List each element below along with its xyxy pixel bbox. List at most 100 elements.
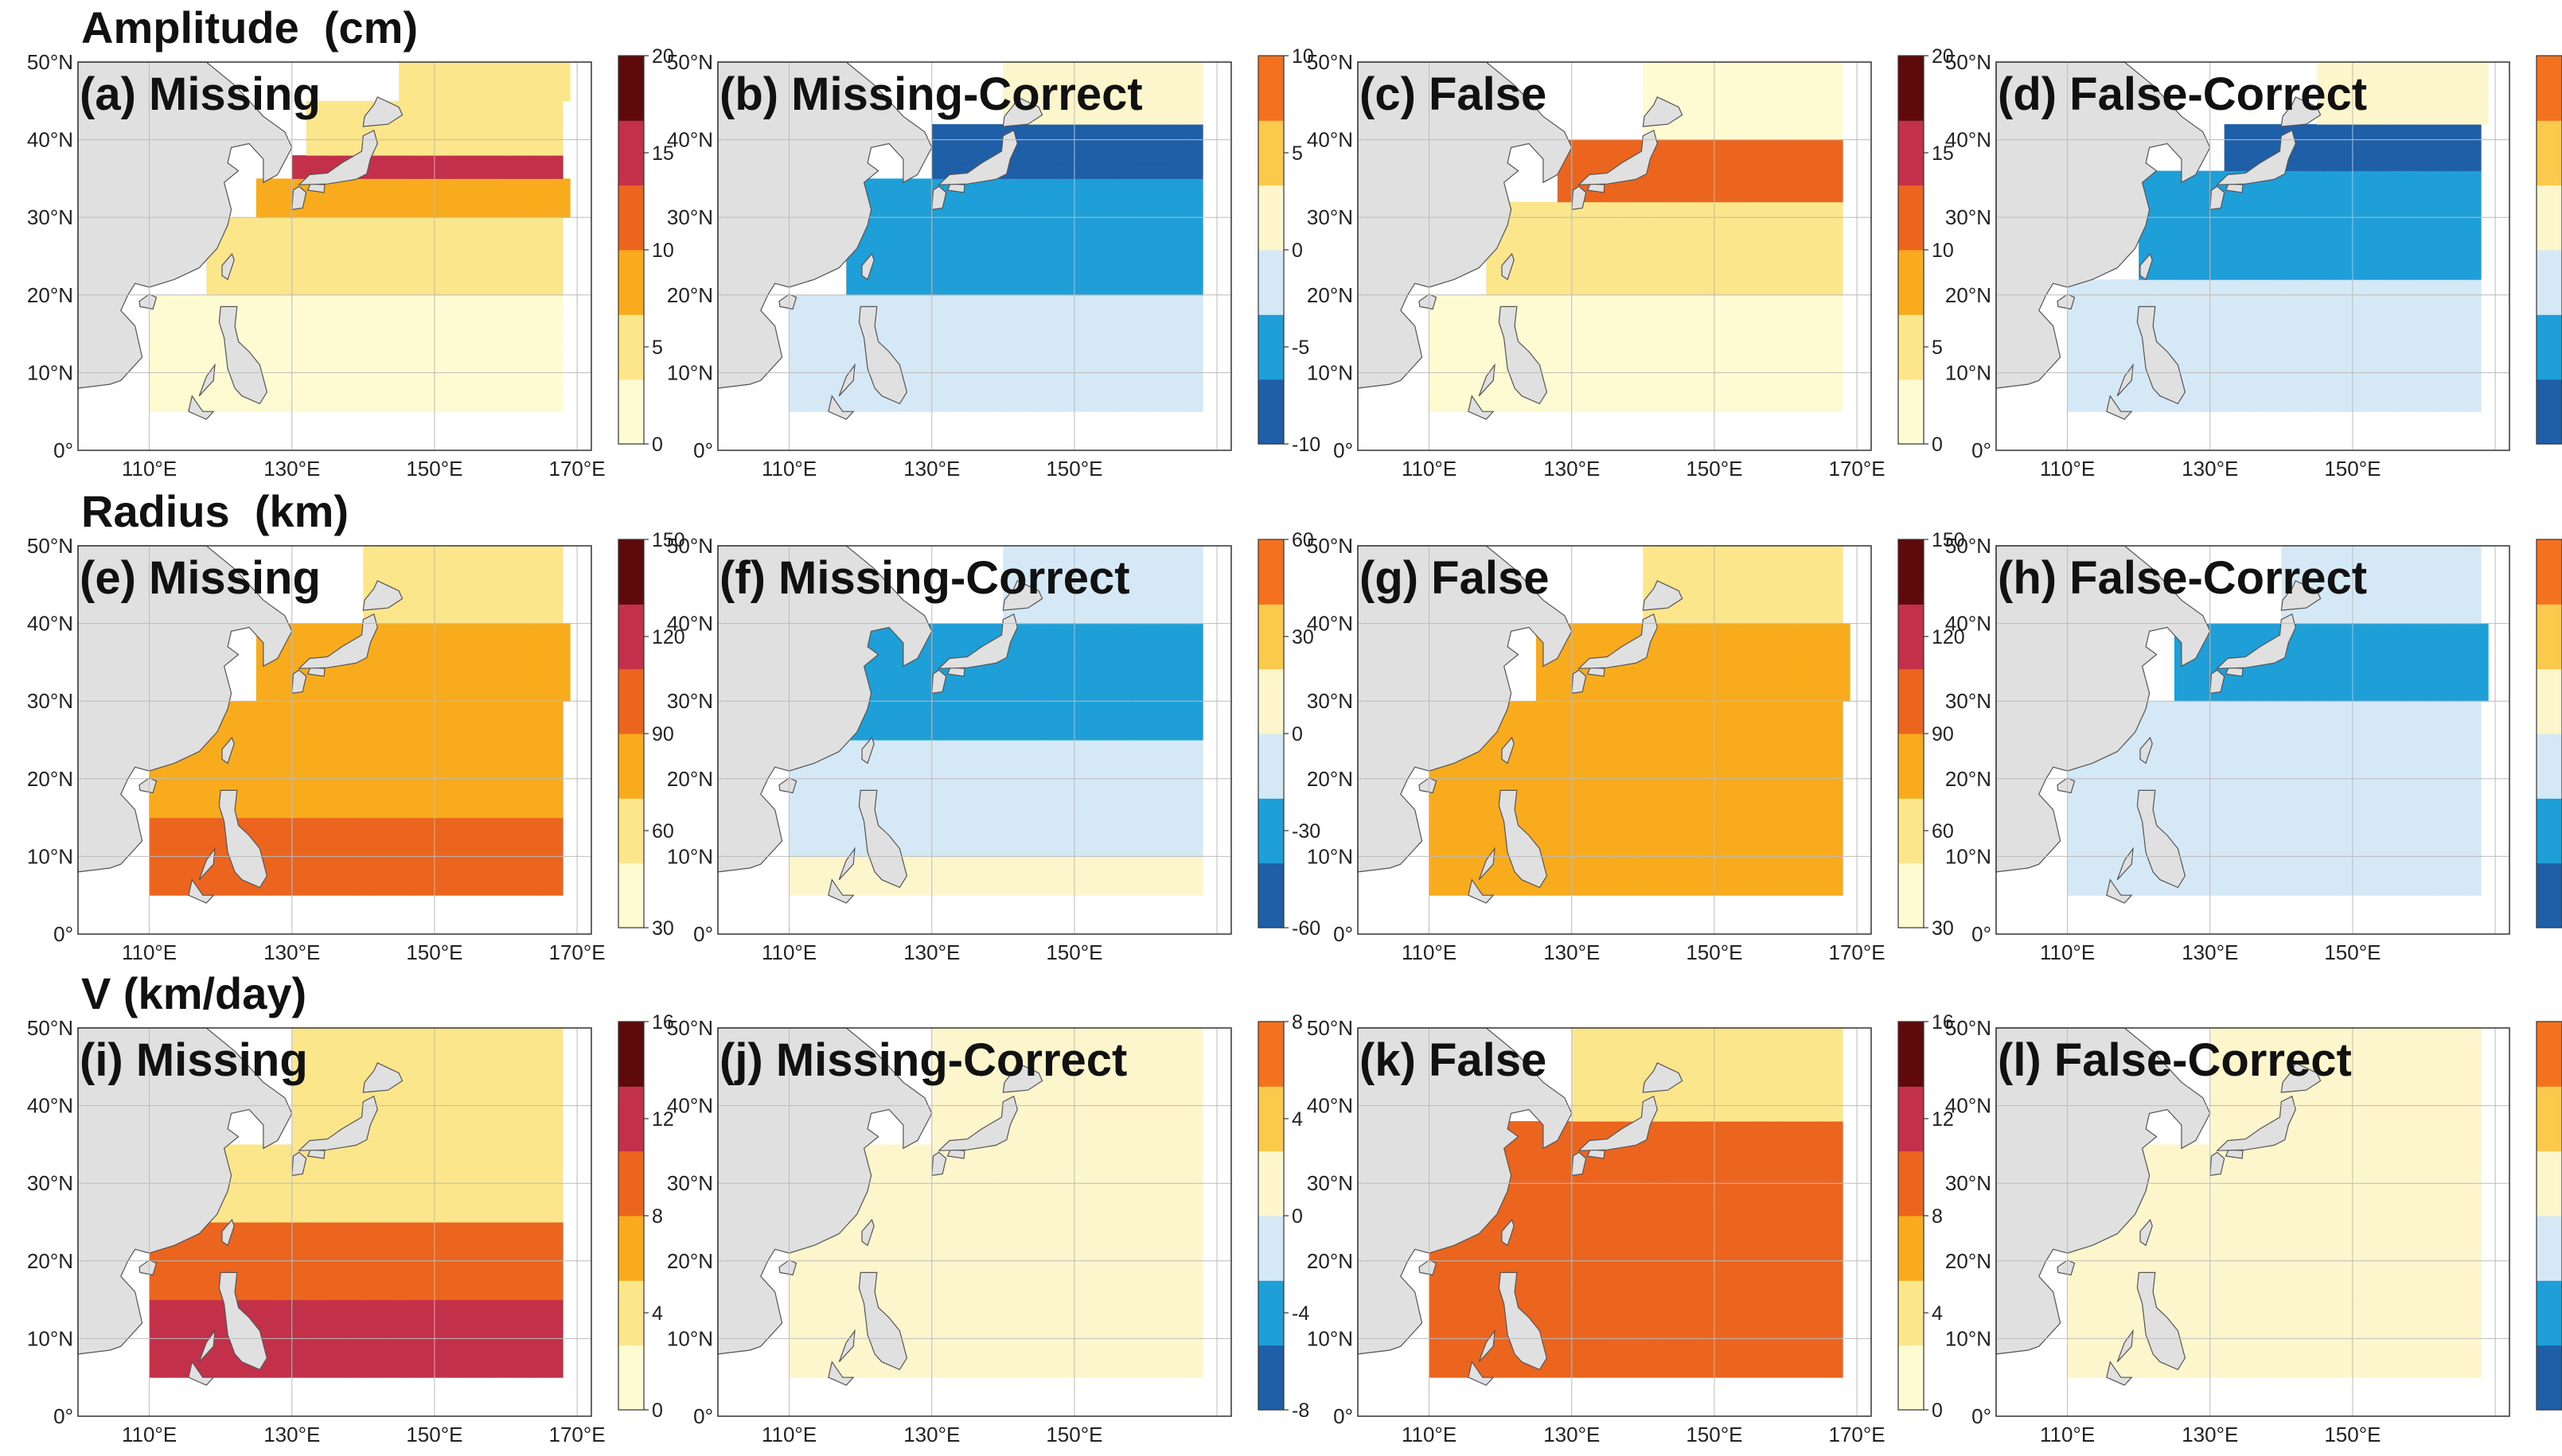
heatmap-cell <box>1571 740 1587 757</box>
heatmap-cell <box>534 1222 549 1239</box>
heatmap-cell <box>177 1346 193 1363</box>
heatmap-cell <box>1686 592 1701 609</box>
heatmap-cell <box>1693 639 1708 656</box>
heatmap-cell <box>931 856 947 865</box>
heatmap-cell <box>1017 62 1032 79</box>
heatmap-cell <box>363 817 378 834</box>
heatmap-cell <box>2424 740 2439 757</box>
heatmap-cell <box>420 1299 435 1316</box>
heatmap-cell <box>2224 139 2240 156</box>
heatmap-cell <box>455 670 471 687</box>
heatmap-cell <box>1046 809 1061 826</box>
heatmap-cell <box>875 631 890 648</box>
heatmap-cell <box>946 747 961 764</box>
heatmap-cell <box>392 879 407 896</box>
heatmap-cell <box>946 380 961 397</box>
heatmap-cell <box>974 623 989 632</box>
heatmap-cell <box>455 685 471 702</box>
heatmap-cell <box>334 232 349 249</box>
heatmap-cell <box>527 685 542 702</box>
heatmap-cell <box>2238 139 2253 156</box>
heatmap-cell <box>2431 685 2446 702</box>
heatmap-cell <box>1174 124 1189 133</box>
heatmap-cell <box>462 100 478 110</box>
heatmap-cell <box>462 302 478 319</box>
heatmap-cell <box>1771 755 1786 772</box>
row-title-radius: Radius (km) <box>81 486 349 536</box>
heatmap-cell <box>1607 670 1622 687</box>
colorbar-segment <box>618 185 644 251</box>
lon-tick-label: 110°E <box>2040 940 2095 964</box>
heatmap-cell <box>1771 879 1786 896</box>
heatmap-cell <box>1828 701 1843 710</box>
heatmap-cell <box>1757 864 1772 881</box>
land-d <box>1995 61 2322 420</box>
heatmap-cell <box>860 724 875 741</box>
heatmap-cell <box>1557 201 1573 218</box>
heatmap-cell <box>903 248 918 265</box>
heatmap-cell <box>2238 248 2253 265</box>
heatmap-cell <box>2310 708 2325 725</box>
heatmap-cell <box>946 724 961 741</box>
heatmap-cell <box>370 639 385 656</box>
heatmap-cell <box>1714 186 1729 203</box>
heatmap-cell <box>1542 817 1558 834</box>
heatmap-cell <box>534 349 549 366</box>
heatmap-cell <box>2195 333 2211 350</box>
heatmap-cell <box>349 1237 364 1254</box>
heatmap-cell <box>1017 740 1032 749</box>
heatmap-cell <box>1145 147 1160 164</box>
heatmap-cell <box>349 1206 364 1223</box>
heatmap-cell <box>548 155 563 164</box>
heatmap-cell <box>334 395 349 412</box>
heatmap-cell <box>235 263 250 280</box>
heatmap-cell <box>917 763 933 780</box>
heatmap-cell <box>235 232 250 249</box>
heatmap-cell <box>1174 763 1189 780</box>
heatmap-cell <box>2153 232 2168 249</box>
heatmap-cell <box>513 639 528 656</box>
heatmap-cell <box>1145 380 1160 397</box>
colorbar-segment <box>1258 250 1284 315</box>
heatmap-cell <box>392 755 407 772</box>
heatmap-cell <box>477 217 493 234</box>
heatmap-cell <box>1700 380 1715 397</box>
heatmap-cell <box>277 1346 293 1363</box>
heatmap-cell <box>334 1206 349 1223</box>
heatmap-cell <box>2224 395 2240 412</box>
heatmap-cell <box>1060 248 1075 265</box>
heatmap-cell <box>1828 395 1843 412</box>
heatmap-cell <box>406 879 421 896</box>
heatmap-cell <box>1800 263 1815 280</box>
heatmap-cell <box>1131 546 1146 563</box>
heatmap-cell <box>235 248 250 265</box>
heatmap-cell <box>1771 701 1786 710</box>
heatmap-cell <box>548 786 563 803</box>
heatmap-cell <box>177 294 193 304</box>
heatmap-cell <box>1600 786 1615 803</box>
heatmap-cell <box>434 279 450 296</box>
heatmap-cell <box>803 879 818 896</box>
heatmap-cell <box>548 561 563 578</box>
heatmap-cell <box>306 1361 322 1378</box>
heatmap-cell <box>206 802 221 819</box>
heatmap-cell <box>2395 349 2411 366</box>
heatmap-cell <box>1714 724 1729 741</box>
heatmap-cell <box>1500 879 1515 896</box>
heatmap-cell <box>1145 186 1160 203</box>
heatmap-cell <box>2303 639 2318 656</box>
heatmap-cell <box>2352 833 2368 850</box>
heatmap-cell <box>2366 318 2382 335</box>
heatmap-cell <box>2431 670 2446 687</box>
heatmap-cell <box>1771 139 1786 156</box>
heatmap-cell <box>846 879 861 896</box>
heatmap-cell <box>434 1361 450 1378</box>
heatmap-cell <box>363 1346 378 1363</box>
heatmap-cell <box>789 333 804 350</box>
heatmap-cell <box>1771 108 1786 125</box>
heatmap-cell <box>875 279 890 296</box>
heatmap-cell <box>1814 786 1829 803</box>
heatmap-cell <box>2224 263 2240 280</box>
heatmap-cell <box>1188 186 1203 203</box>
heatmap-cell <box>177 786 193 803</box>
